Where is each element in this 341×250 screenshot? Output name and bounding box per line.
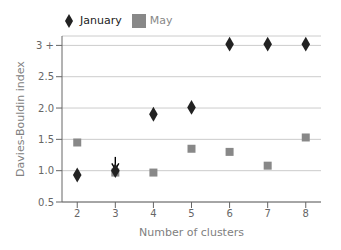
svg-text:5: 5 <box>188 208 194 219</box>
svg-text:Davies-Bouldin index: Davies-Bouldin index <box>14 61 27 177</box>
svg-text:Number of clusters: Number of clusters <box>139 226 244 239</box>
html-text:January: January <box>80 14 122 27</box>
svg-text:2: 2 <box>74 208 80 219</box>
svg-text:4: 4 <box>150 208 156 219</box>
svg-text:2.0: 2.0 <box>38 103 54 114</box>
svg-text:3: 3 <box>112 208 118 219</box>
svg-text:3 +: 3 + <box>36 40 54 51</box>
svg-text:1.5: 1.5 <box>38 134 54 145</box>
svg-text:7: 7 <box>264 208 270 219</box>
html-text:May: May <box>149 14 173 27</box>
svg-text:8: 8 <box>303 208 309 219</box>
svg-text:0.5: 0.5 <box>38 197 54 208</box>
svg-text:2.5: 2.5 <box>38 71 54 82</box>
svg-text:6: 6 <box>226 208 232 219</box>
svg-text:1.0: 1.0 <box>38 165 54 176</box>
